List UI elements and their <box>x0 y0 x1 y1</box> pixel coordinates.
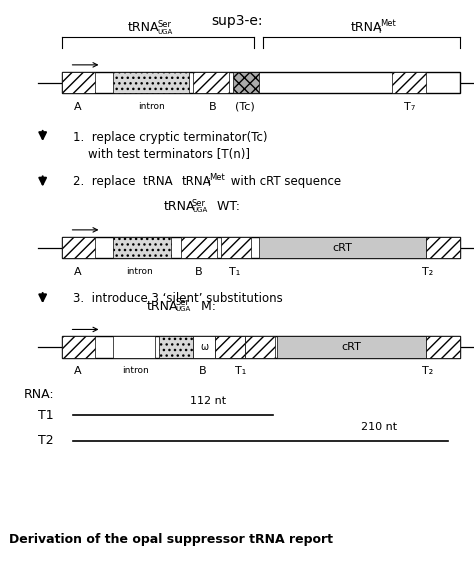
Text: T₁: T₁ <box>229 267 240 277</box>
Text: B: B <box>209 102 217 112</box>
Text: T₂: T₂ <box>422 267 434 277</box>
Text: tRNA: tRNA <box>351 20 382 34</box>
Bar <box>426 237 460 258</box>
Text: with cRT sequence: with cRT sequence <box>227 175 341 188</box>
Bar <box>221 237 251 258</box>
Bar <box>193 72 229 93</box>
Text: tRNA: tRNA <box>164 200 195 213</box>
Text: UGA: UGA <box>157 28 173 35</box>
Bar <box>392 72 426 93</box>
Text: Ser: Ser <box>157 20 172 29</box>
Bar <box>277 336 426 358</box>
Text: (Tc): (Tc) <box>235 102 255 112</box>
Text: i: i <box>207 178 210 188</box>
Bar <box>259 237 426 258</box>
Bar <box>233 72 259 93</box>
Bar <box>62 237 460 258</box>
Text: intron: intron <box>126 267 153 276</box>
Bar <box>426 336 460 358</box>
Bar <box>113 72 189 93</box>
Bar <box>159 336 193 358</box>
Text: ω: ω <box>200 342 208 352</box>
Text: B: B <box>195 267 203 277</box>
Text: UGA: UGA <box>192 207 207 213</box>
Text: WT:: WT: <box>213 200 240 213</box>
Text: 112 nt: 112 nt <box>191 396 227 406</box>
Text: T₁: T₁ <box>235 366 246 377</box>
Bar <box>62 336 460 358</box>
Bar <box>215 336 245 358</box>
Text: Ser: Ser <box>175 298 190 307</box>
Text: tRNA: tRNA <box>182 175 211 188</box>
Text: 2.  replace  tRNA: 2. replace tRNA <box>73 175 173 188</box>
Text: sup3-e:: sup3-e: <box>211 14 263 28</box>
Text: cRT: cRT <box>332 242 352 253</box>
Bar <box>62 336 95 358</box>
Text: A: A <box>74 102 82 112</box>
Text: A: A <box>74 267 82 277</box>
Text: Ser: Ser <box>192 199 206 208</box>
Text: M:: M: <box>197 300 216 313</box>
Text: RNA:: RNA: <box>24 388 55 401</box>
Text: 3.  introduce 3 ‘silent’ substitutions: 3. introduce 3 ‘silent’ substitutions <box>73 292 283 304</box>
Text: B: B <box>199 366 207 377</box>
Bar <box>193 336 215 358</box>
Text: tRNA: tRNA <box>147 300 178 313</box>
Text: T₇: T₇ <box>404 102 416 112</box>
Bar <box>62 72 460 93</box>
Bar <box>113 237 171 258</box>
Text: Met: Met <box>209 173 225 182</box>
Text: A: A <box>74 366 82 377</box>
Bar <box>113 336 155 358</box>
Text: UGA: UGA <box>175 306 191 312</box>
Text: tRNA: tRNA <box>128 20 159 34</box>
Bar <box>181 237 217 258</box>
Bar <box>62 72 95 93</box>
Text: intron: intron <box>122 366 149 376</box>
Text: Derivation of the opal suppressor tRNA report: Derivation of the opal suppressor tRNA r… <box>9 533 334 546</box>
Text: 210 nt: 210 nt <box>361 422 397 432</box>
Text: Met: Met <box>380 19 396 28</box>
Text: T1: T1 <box>38 409 54 422</box>
Text: i: i <box>378 26 381 35</box>
Text: intron: intron <box>138 102 164 111</box>
Bar <box>62 237 95 258</box>
Text: T2: T2 <box>38 435 54 447</box>
Text: T₂: T₂ <box>422 366 434 377</box>
Bar <box>245 336 274 358</box>
Text: cRT: cRT <box>341 342 361 352</box>
Text: 1.  replace cryptic terminator(Tc)
    with test terminators [T(n)]: 1. replace cryptic terminator(Tc) with t… <box>73 131 268 161</box>
